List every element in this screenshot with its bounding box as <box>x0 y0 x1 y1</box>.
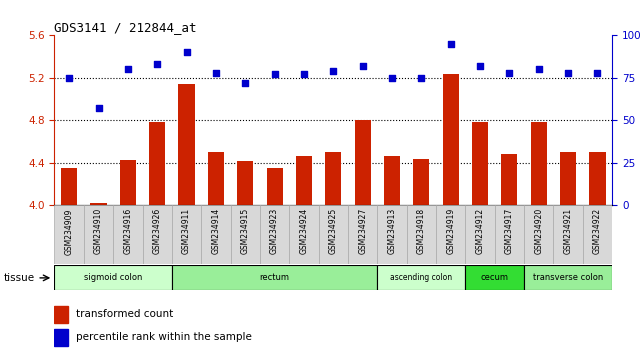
Point <box>64 75 74 81</box>
Bar <box>436 205 465 264</box>
Bar <box>237 161 253 205</box>
Bar <box>289 205 319 264</box>
Text: GSM234921: GSM234921 <box>563 208 572 255</box>
Bar <box>54 306 69 323</box>
Point <box>328 68 338 74</box>
Text: GSM234919: GSM234919 <box>446 208 455 255</box>
Text: GSM234911: GSM234911 <box>182 208 191 255</box>
Bar <box>172 205 201 264</box>
Bar <box>208 152 224 205</box>
Text: GSM234917: GSM234917 <box>505 208 514 255</box>
Bar <box>90 203 106 205</box>
Bar <box>443 74 459 205</box>
Point <box>122 67 133 72</box>
Point <box>299 72 309 77</box>
Point <box>563 70 573 76</box>
Bar <box>465 205 495 264</box>
Text: GDS3141 / 212844_at: GDS3141 / 212844_at <box>54 21 197 34</box>
Point <box>181 50 192 55</box>
Bar <box>120 160 136 205</box>
Point <box>504 70 515 76</box>
Text: GSM234913: GSM234913 <box>388 208 397 255</box>
Bar <box>501 154 517 205</box>
Bar <box>61 168 77 205</box>
Bar <box>296 156 312 205</box>
Bar <box>378 205 406 264</box>
Text: ascending colon: ascending colon <box>390 273 453 282</box>
Bar <box>524 265 612 290</box>
Bar <box>524 205 553 264</box>
Bar <box>406 205 436 264</box>
Point <box>152 62 162 67</box>
Text: GSM234924: GSM234924 <box>299 208 308 255</box>
Text: transverse colon: transverse colon <box>533 273 603 282</box>
Point <box>592 70 603 76</box>
Bar <box>149 122 165 205</box>
Bar <box>319 205 348 264</box>
Point <box>534 67 544 72</box>
Text: GSM234914: GSM234914 <box>212 208 221 255</box>
Bar <box>84 205 113 264</box>
Bar <box>590 152 606 205</box>
Text: GSM234927: GSM234927 <box>358 208 367 255</box>
Bar <box>583 205 612 264</box>
Bar <box>378 265 465 290</box>
Text: GSM234916: GSM234916 <box>123 208 132 255</box>
Point <box>387 75 397 81</box>
Bar <box>413 159 429 205</box>
Bar <box>231 205 260 264</box>
Bar <box>201 205 231 264</box>
Text: tissue: tissue <box>3 273 35 283</box>
Text: GSM234923: GSM234923 <box>270 208 279 255</box>
Bar <box>465 265 524 290</box>
Bar <box>267 168 283 205</box>
Bar <box>172 265 378 290</box>
Text: rectum: rectum <box>260 273 290 282</box>
Text: GSM234915: GSM234915 <box>241 208 250 255</box>
Bar <box>54 205 84 264</box>
Bar <box>384 156 400 205</box>
Text: GSM234920: GSM234920 <box>535 208 544 255</box>
Text: GSM234909: GSM234909 <box>65 208 74 255</box>
Text: sigmoid colon: sigmoid colon <box>84 273 142 282</box>
Bar <box>472 122 488 205</box>
Point <box>358 63 368 69</box>
Point <box>211 70 221 76</box>
Text: GSM234926: GSM234926 <box>153 208 162 255</box>
Bar <box>54 329 69 346</box>
Text: GSM234912: GSM234912 <box>476 208 485 255</box>
Bar <box>531 122 547 205</box>
Text: transformed count: transformed count <box>76 309 173 319</box>
Point <box>416 75 426 81</box>
Text: GSM234922: GSM234922 <box>593 208 602 255</box>
Bar <box>325 152 342 205</box>
Text: GSM234910: GSM234910 <box>94 208 103 255</box>
Point <box>94 105 104 111</box>
Text: GSM234925: GSM234925 <box>329 208 338 255</box>
Bar <box>560 152 576 205</box>
Bar <box>113 205 142 264</box>
Text: GSM234918: GSM234918 <box>417 208 426 255</box>
Bar <box>178 84 195 205</box>
Bar <box>348 205 378 264</box>
Point <box>269 72 279 77</box>
Point <box>445 41 456 47</box>
Bar <box>495 205 524 264</box>
Bar <box>354 120 370 205</box>
Bar <box>54 265 172 290</box>
Point <box>240 80 251 86</box>
Bar <box>142 205 172 264</box>
Point <box>475 63 485 69</box>
Bar <box>553 205 583 264</box>
Text: percentile rank within the sample: percentile rank within the sample <box>76 332 251 342</box>
Text: cecum: cecum <box>481 273 509 282</box>
Bar <box>260 205 289 264</box>
